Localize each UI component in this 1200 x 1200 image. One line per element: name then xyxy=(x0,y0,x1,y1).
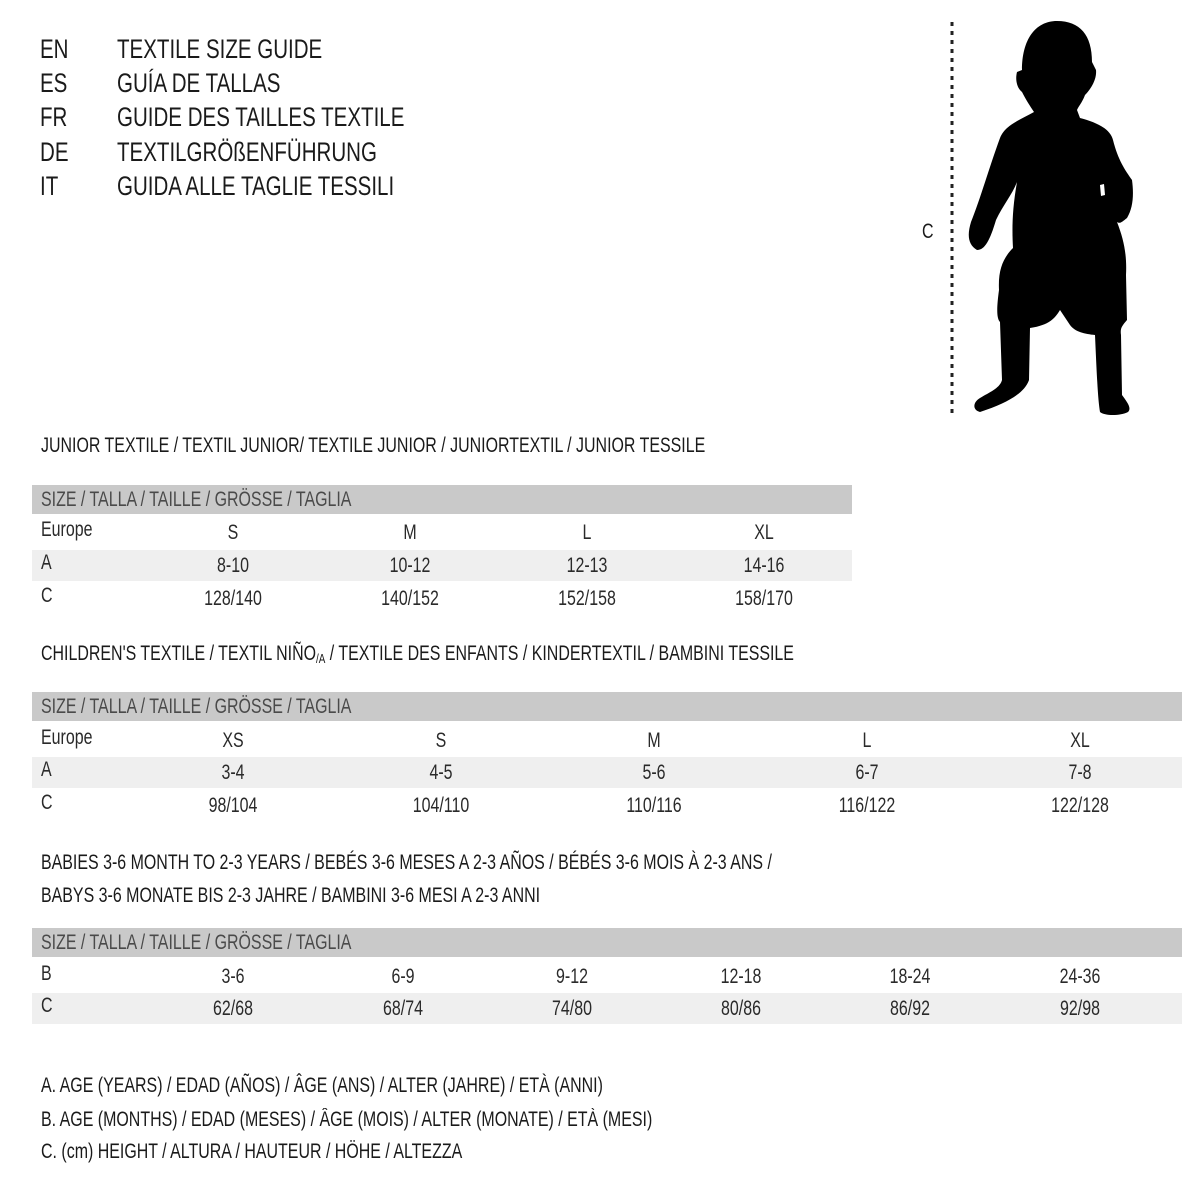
title-text: GUIDA ALLE TAGLIE TESSILI xyxy=(117,171,395,201)
size-cell: 24-36 xyxy=(1059,965,1101,988)
size-cell: 62/68 xyxy=(213,997,253,1020)
size-cell: 12-18 xyxy=(720,965,762,988)
size-cell: XL xyxy=(754,521,774,544)
row-label: A xyxy=(41,758,52,781)
child-silhouette-figure: C xyxy=(900,0,1200,430)
language-code: ES xyxy=(40,68,68,98)
size-cell: 86/92 xyxy=(890,997,930,1020)
row-band xyxy=(32,993,1182,1024)
row-label: C xyxy=(41,994,53,1017)
size-cell: M xyxy=(647,729,661,752)
title-text: TEXTILE SIZE GUIDE xyxy=(117,34,323,64)
row-label: Europe xyxy=(41,726,93,749)
row-band xyxy=(32,757,1182,788)
size-cell: 152/158 xyxy=(558,587,616,610)
title-text: GUÍA DE TALLAS xyxy=(117,68,281,98)
size-cell: L xyxy=(862,729,872,752)
height-measure-label: C xyxy=(922,220,934,243)
children-heading-sub: /A xyxy=(316,651,326,666)
size-cell: 140/152 xyxy=(381,587,439,610)
size-cell: M xyxy=(403,521,417,544)
children-heading: CHILDREN'S TEXTILE / TEXTIL NIÑO/A / TEX… xyxy=(41,643,794,665)
row-label: B xyxy=(41,962,52,985)
language-code: FR xyxy=(40,102,68,132)
babies-heading-line2: BABYS 3-6 MONATE BIS 2-3 JAHRE / BAMBINI… xyxy=(41,884,541,907)
size-cell: 110/116 xyxy=(626,794,682,817)
size-header-bar xyxy=(32,485,852,514)
size-cell: 3-4 xyxy=(221,761,245,784)
row-label: C xyxy=(41,584,53,607)
legend-item: A. AGE (YEARS) / EDAD (AÑOS) / ÂGE (ANS)… xyxy=(41,1074,603,1097)
legend-item: C. (cm) HEIGHT / ALTURA / HAUTEUR / HÖHE… xyxy=(41,1140,463,1163)
size-cell: 4-5 xyxy=(429,761,453,784)
size-cell: XS xyxy=(222,729,244,752)
size-cell: 14-16 xyxy=(743,554,785,577)
size-cell: 8-10 xyxy=(217,554,249,577)
size-cell: 12-13 xyxy=(566,554,608,577)
size-header-label: SIZE / TALLA / TAILLE / GRÖSSE / TAGLIA xyxy=(41,488,352,511)
size-header-bar xyxy=(32,692,1182,721)
children-heading-rest: / TEXTILE DES ENFANTS / KINDERTEXTIL / B… xyxy=(325,642,794,665)
row-band xyxy=(32,550,852,581)
size-cell: 80/86 xyxy=(721,997,761,1020)
size-cell: 18-24 xyxy=(889,965,931,988)
row-label: C xyxy=(41,791,53,814)
size-header-bar xyxy=(32,928,1182,957)
title-text: TEXTILGRÖßENFÜHRUNG xyxy=(117,137,377,167)
size-cell: 68/74 xyxy=(383,997,423,1020)
size-cell: S xyxy=(435,729,447,752)
size-cell: 128/140 xyxy=(204,587,262,610)
title-text: GUIDE DES TAILLES TEXTILE xyxy=(117,102,405,132)
size-cell: 10-12 xyxy=(389,554,431,577)
size-cell: 92/98 xyxy=(1060,997,1100,1020)
language-code: DE xyxy=(40,137,69,167)
language-code: IT xyxy=(40,171,59,201)
size-cell: 104/110 xyxy=(412,794,470,817)
size-cell: 122/128 xyxy=(1051,794,1109,817)
legend-item: B. AGE (MONTHS) / EDAD (MESES) / ÂGE (MO… xyxy=(41,1108,653,1131)
size-header-label: SIZE / TALLA / TAILLE / GRÖSSE / TAGLIA xyxy=(41,931,352,954)
size-cell: 6-7 xyxy=(855,761,879,784)
size-cell: 9-12 xyxy=(556,965,588,988)
row-label: A xyxy=(41,551,52,574)
size-cell: 74/80 xyxy=(552,997,592,1020)
size-cell: 6-9 xyxy=(391,965,415,988)
size-cell: 116/122 xyxy=(838,794,896,817)
children-heading-main: CHILDREN'S TEXTILE / TEXTIL NIÑO xyxy=(41,642,317,665)
language-code: EN xyxy=(40,34,69,64)
size-cell: 98/104 xyxy=(208,794,258,817)
size-cell: S xyxy=(227,521,239,544)
size-header-label: SIZE / TALLA / TAILLE / GRÖSSE / TAGLIA xyxy=(41,695,352,718)
size-cell: L xyxy=(582,521,592,544)
babies-heading-line1: BABIES 3-6 MONTH TO 2-3 YEARS / BEBÉS 3-… xyxy=(41,851,772,874)
size-cell: 5-6 xyxy=(642,761,666,784)
junior-heading: JUNIOR TEXTILE / TEXTIL JUNIOR/ TEXTILE … xyxy=(41,434,706,457)
size-cell: XL xyxy=(1070,729,1090,752)
size-cell: 3-6 xyxy=(221,965,245,988)
size-cell: 7-8 xyxy=(1068,761,1092,784)
size-cell: 158/170 xyxy=(735,587,793,610)
row-label: Europe xyxy=(41,518,93,541)
child-silhouette-icon xyxy=(950,21,1133,415)
